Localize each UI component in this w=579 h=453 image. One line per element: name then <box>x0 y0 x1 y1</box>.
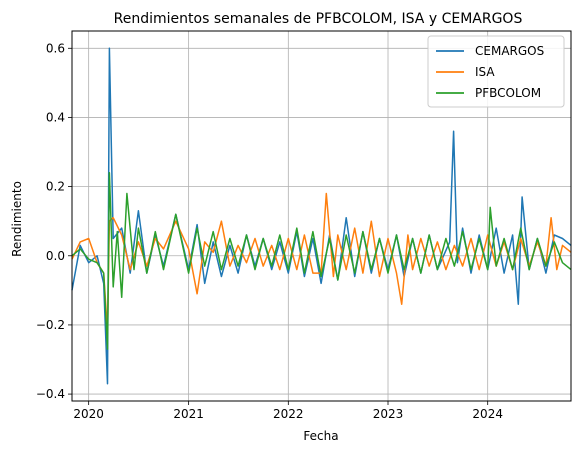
x-tick-label: 2024 <box>472 407 503 421</box>
legend-box <box>427 35 565 108</box>
series-lines <box>71 47 572 385</box>
y-tick-label: −0.4 <box>36 387 65 401</box>
y-tick-label: −0.2 <box>36 318 65 332</box>
y-axis-label: Rendimiento <box>10 181 24 257</box>
legend: CEMARGOS ISA PFBCOLOM <box>427 35 565 108</box>
legend-label: ISA <box>475 65 495 79</box>
legend-label: CEMARGOS <box>475 44 544 58</box>
y-tick-label: 0.2 <box>46 180 65 194</box>
x-tick-label: 2022 <box>273 407 304 421</box>
legend-label: PFBCOLOM <box>475 86 541 100</box>
x-tick-label: 2020 <box>73 407 104 421</box>
plot-frame <box>71 30 572 402</box>
y-tick-label: 0.6 <box>46 41 65 55</box>
axis-ticks: 2020 2021 2022 2023 2024 −0.4 −0.2 0.0 0.2 0.4 0.6 <box>36 41 503 421</box>
y-tick-label: 0.4 <box>46 110 65 124</box>
y-tick-label: 0.0 <box>46 249 65 263</box>
x-axis-label: Fecha <box>303 429 338 443</box>
grid <box>72 31 571 401</box>
x-tick-label: 2023 <box>373 407 404 421</box>
chart-title: Rendimientos semanales de PFBCOLOM, ISA … <box>114 11 523 27</box>
series-line-pfbcolom <box>71 172 572 350</box>
x-tick-label: 2021 <box>173 407 204 421</box>
